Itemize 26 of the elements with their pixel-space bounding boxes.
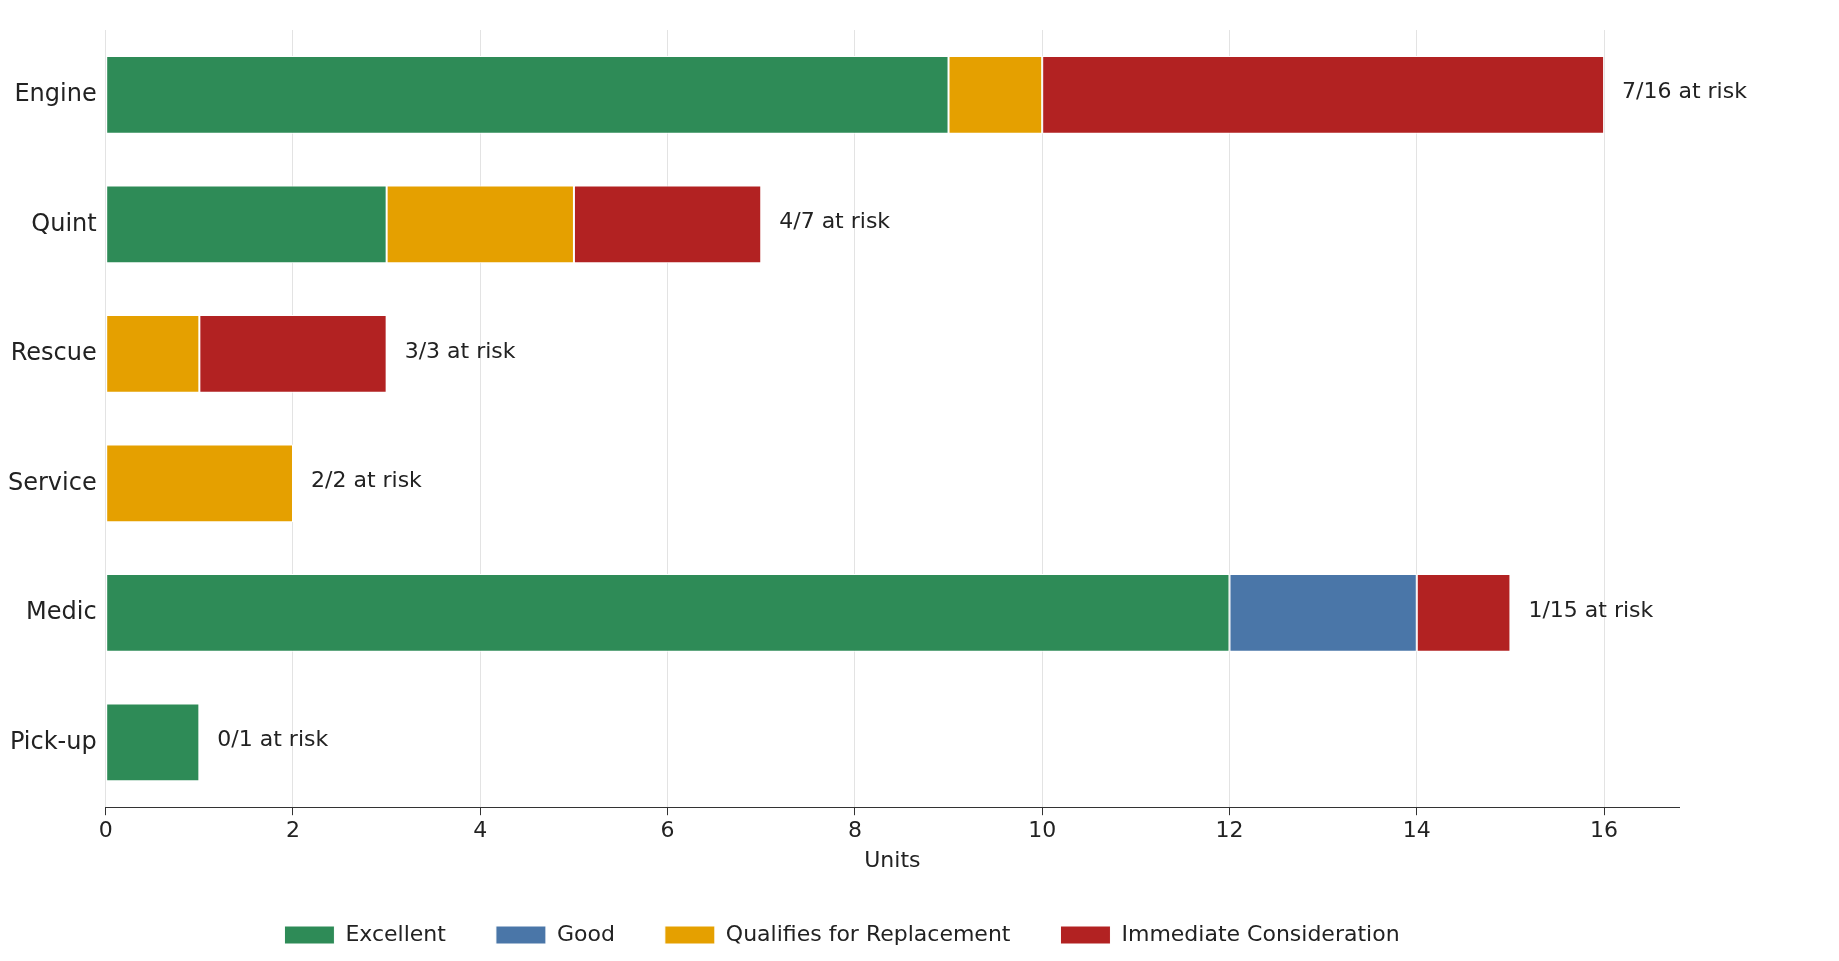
x-tick-label: 4 — [473, 817, 488, 843]
legend-label: Immediate Consideration — [1121, 920, 1400, 946]
annotation: 2/2 at risk — [311, 467, 423, 493]
x-tick-label: 16 — [1590, 817, 1619, 843]
y-tick-label: Rescue — [10, 338, 97, 367]
y-tick-label: Engine — [14, 79, 97, 107]
legend-label: Good — [556, 920, 615, 946]
x-tick-label: 10 — [1028, 817, 1057, 843]
annotation: 1/15 at risk — [1528, 596, 1654, 622]
legend-label: Qualifies for Replacement — [725, 920, 1011, 946]
x-tick-label: 8 — [847, 817, 862, 843]
annotation: 4/7 at risk — [779, 208, 891, 234]
x-tick-label: 14 — [1402, 817, 1431, 843]
x-axis-title: Units — [864, 846, 921, 872]
x-tick-label: 12 — [1215, 817, 1244, 843]
x-tick-label: 0 — [98, 817, 113, 843]
y-tick-label: Medic — [26, 597, 97, 626]
y-tick-label: Pick-up — [9, 726, 97, 755]
annotation: 7/16 at risk — [1622, 78, 1748, 104]
x-tick-label: 2 — [286, 817, 300, 843]
x-tick-label: 6 — [660, 817, 675, 843]
annotation: 0/1 at risk — [217, 726, 329, 752]
annotation: 3/3 at risk — [404, 337, 516, 363]
y-tick-label: Service — [8, 467, 97, 496]
legend-label: Excellent — [345, 920, 447, 946]
y-tick-label: Quint — [31, 208, 97, 237]
